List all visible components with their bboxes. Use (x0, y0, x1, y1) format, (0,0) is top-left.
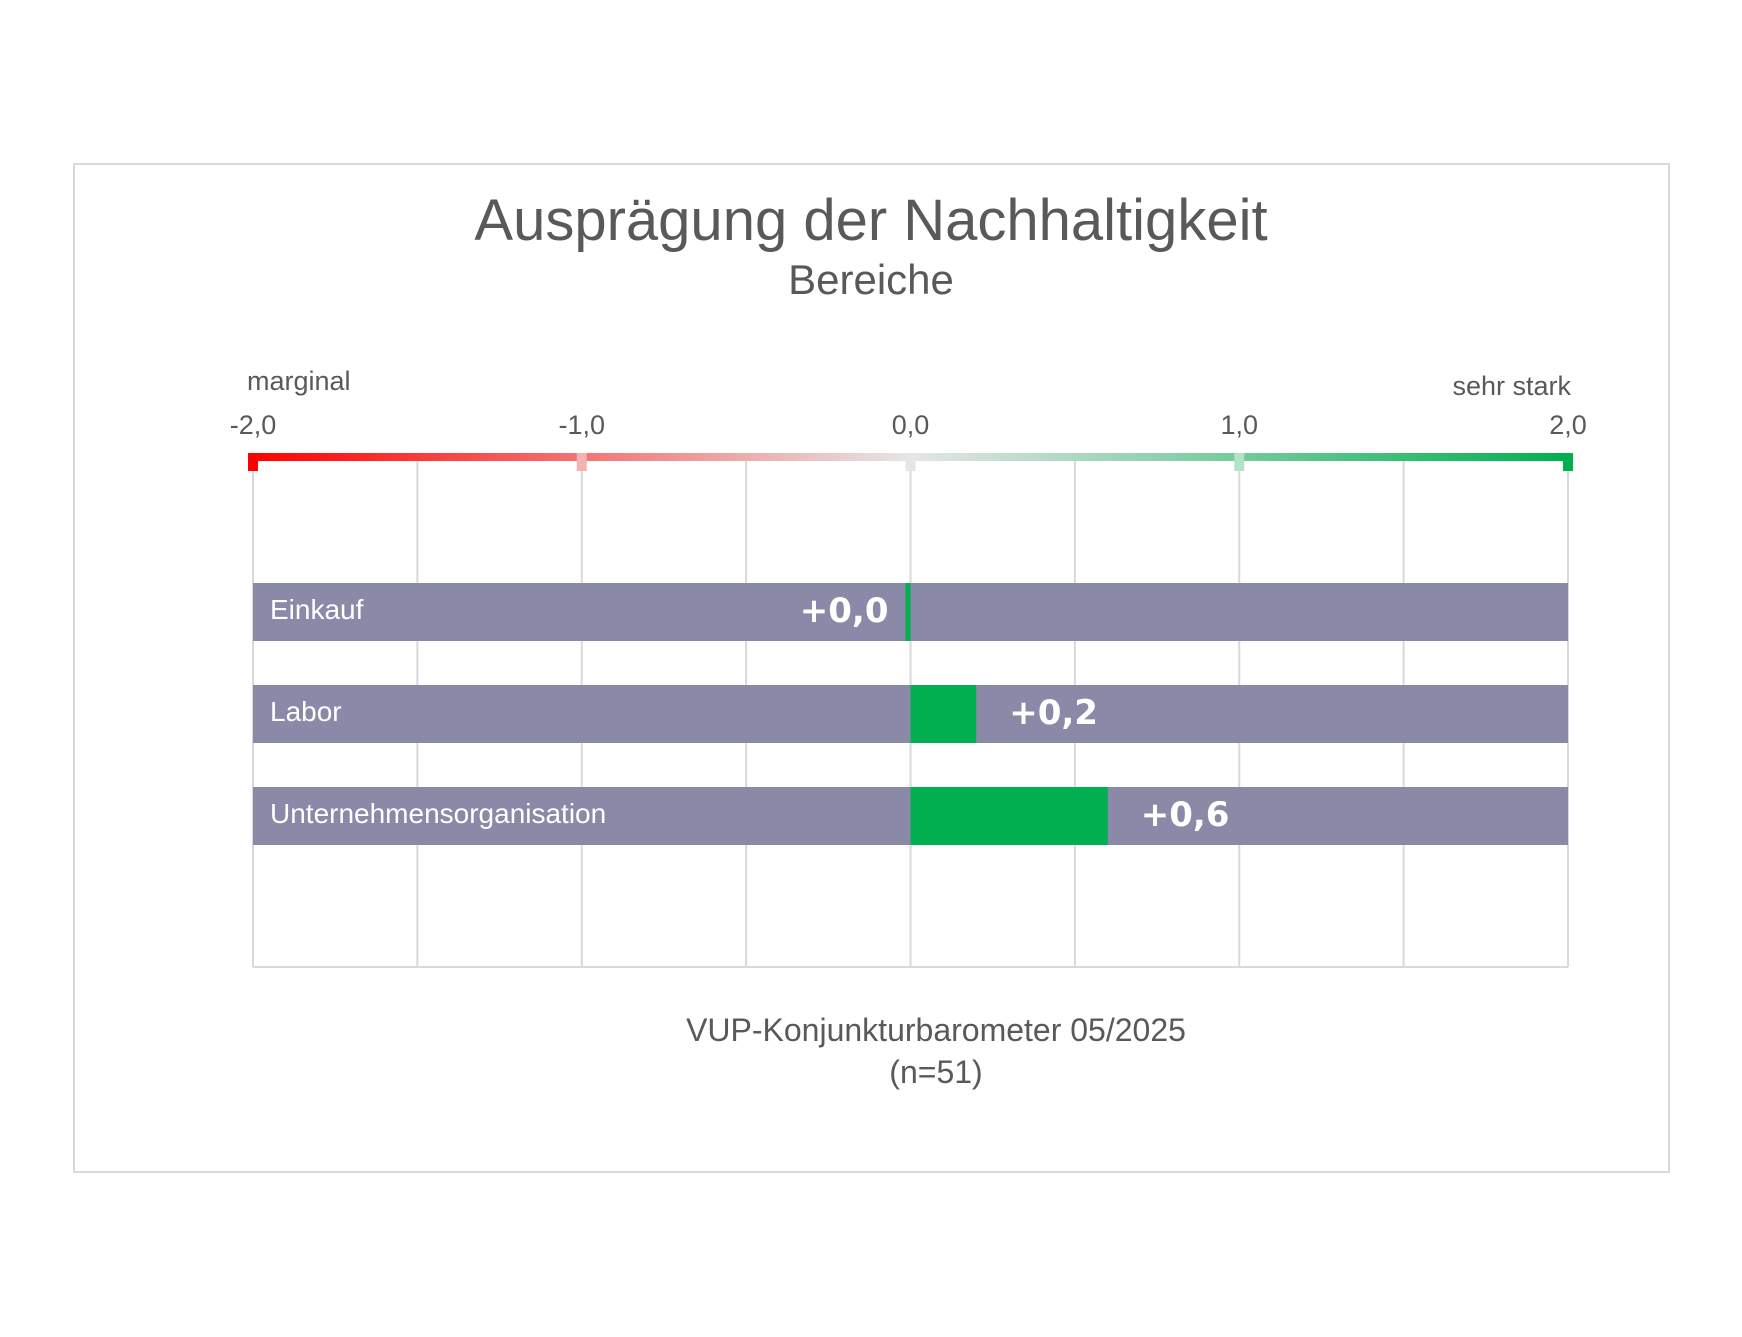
footer-source: VUP-Konjunkturbarometer 05/2025 (686, 1012, 1186, 1048)
value-bar (905, 583, 911, 641)
data-label: +0,6 (1141, 795, 1230, 835)
scale-left-label: marginal (247, 366, 351, 396)
footer-sample-size: (n=51) (889, 1054, 982, 1090)
tick-label: -1,0 (558, 410, 605, 440)
category-label: Einkauf (270, 594, 364, 625)
tick-label: -2,0 (230, 410, 277, 440)
chart-title: Ausprägung der Nachhaltigkeit (474, 188, 1267, 253)
tick-marker (576, 453, 587, 471)
tick-label: 2,0 (1549, 410, 1587, 440)
value-bar (910, 787, 1108, 845)
chart-subtitle: Bereiche (788, 256, 954, 303)
data-label: +0,0 (800, 591, 889, 631)
tick-label: 1,0 (1220, 410, 1258, 440)
tick-marker (1563, 453, 1573, 471)
tick-marker (905, 453, 916, 471)
bars: Einkauf +0,0 Labor +0,2 Unternehmensorganisa… (253, 583, 1568, 845)
category-label: Labor (270, 696, 342, 727)
scale-right-label: sehr stark (1452, 371, 1571, 401)
tick-marker (1234, 453, 1245, 471)
axis-ticks: -2,0 -1,0 0,0 1,0 2,0 (230, 410, 1587, 471)
tick-marker (248, 453, 258, 471)
value-bar (910, 685, 977, 743)
category-label: Unternehmensorganisation (270, 798, 606, 829)
tick-label: 0,0 (892, 410, 930, 440)
data-label: +0,2 (1009, 693, 1098, 733)
